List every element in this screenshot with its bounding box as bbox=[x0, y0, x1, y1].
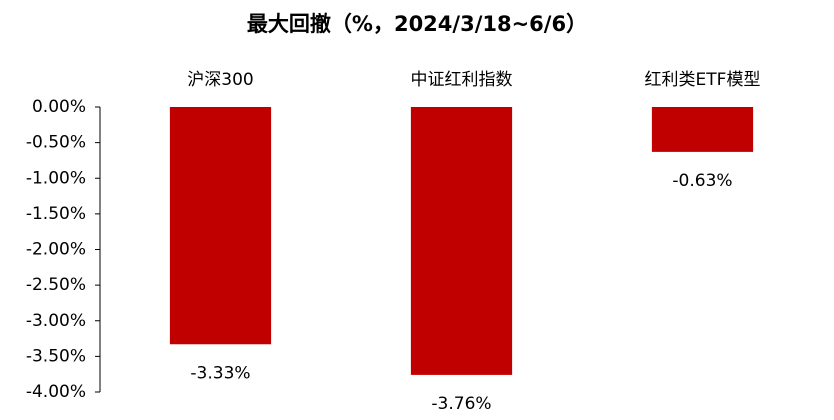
y-tick-label: -1.50% bbox=[26, 204, 86, 224]
category-label: 沪深300 bbox=[187, 70, 253, 90]
y-tick-label: -3.00% bbox=[26, 311, 86, 331]
category-label: 中证红利指数 bbox=[411, 70, 513, 90]
value-label: -3.33% bbox=[190, 363, 250, 383]
bar bbox=[410, 107, 513, 375]
y-tick-label: -0.50% bbox=[26, 133, 86, 153]
value-label: -0.63% bbox=[672, 171, 732, 191]
bar bbox=[651, 107, 754, 152]
y-tick-label: -2.50% bbox=[26, 275, 86, 295]
y-tick-label: -4.00% bbox=[26, 382, 86, 402]
category-label: 红利类ETF模型 bbox=[645, 70, 761, 90]
y-tick-label: 0.00% bbox=[32, 97, 86, 117]
y-tick-label: -3.50% bbox=[26, 346, 86, 366]
y-tick-label: -1.00% bbox=[26, 168, 86, 188]
value-label: -3.76% bbox=[431, 394, 491, 414]
chart-title: 最大回撤（%，2024/3/18~6/6） bbox=[247, 12, 587, 36]
y-tick-label: -2.00% bbox=[26, 240, 86, 260]
bar bbox=[169, 107, 272, 345]
